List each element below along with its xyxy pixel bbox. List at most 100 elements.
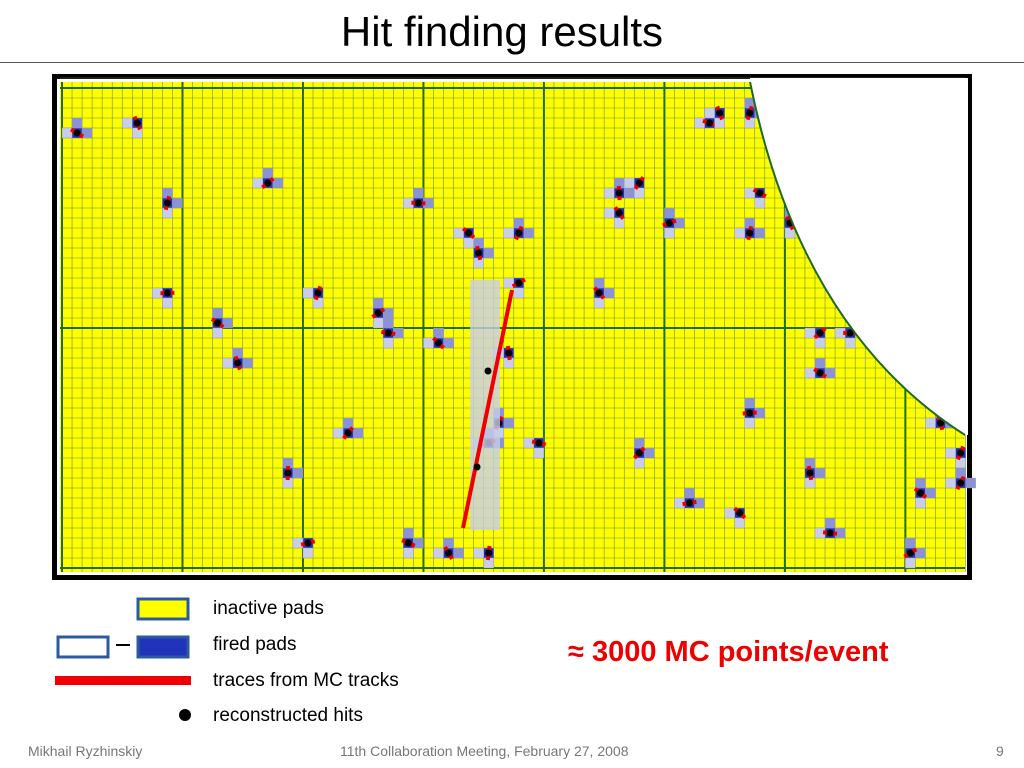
reconstructed-hit [234,359,242,367]
fired-pad [644,447,655,459]
fired-pad [624,177,635,189]
fired-pad [292,467,304,479]
fired-pad [754,197,766,209]
fired-pad [453,547,464,559]
fired-pad [403,547,414,559]
fired-pad [232,347,243,359]
legend-label: fired pads [213,634,297,655]
slide-title: Hit finding results [340,8,664,55]
fired-pad [754,227,766,239]
fired-pad [212,307,223,319]
reconstructed-hit [756,189,764,197]
fired-track-pads [470,280,500,530]
legend-hit [179,709,191,721]
fired-pad [804,367,816,379]
fired-pad [463,237,474,249]
fired-pad [603,187,615,199]
fired-pad [965,477,976,489]
reconstructed-hit [404,539,412,547]
fired-pad [423,337,434,349]
reconstructed-hit [445,549,453,557]
reconstructed-hit [475,249,483,257]
fired-pad [433,547,444,559]
fired-pad [925,417,936,429]
fired-pad [272,177,284,189]
reconstructed-hit [806,469,814,477]
fired-pad [523,227,535,239]
reconstructed-hit [746,229,754,237]
fired-pad [603,287,615,299]
reconstructed-hit [846,329,854,337]
fired-pad [373,297,384,309]
fired-pad [804,327,816,339]
fired-pad [413,537,424,549]
fired-pad [634,187,645,199]
reconstructed-hit [304,539,312,547]
fired-pad [664,227,675,239]
fired-pad [302,287,314,299]
fired-pad [132,127,143,139]
reconstructed-hit [535,439,543,447]
fired-pad [784,227,796,239]
reconstructed-hit [214,319,222,327]
footer-page: 9 [996,743,1004,759]
reconstructed-hit [635,449,643,457]
reconstructed-hit [635,179,643,187]
fired-pad [603,207,615,219]
reconstructed-hit [736,509,744,517]
legend-label: inactive pads [213,598,324,619]
fired-pad [744,417,755,429]
fired-pad [824,367,836,379]
fired-pad [352,427,364,439]
fired-pad [533,447,545,459]
fired-pad [744,187,755,199]
reconstructed-hit [686,499,693,507]
footer-event: 11th Collaboration Meeting, February 27,… [340,743,629,759]
fired-pad [955,467,966,479]
fired-pad [905,557,916,569]
fired-pad [593,297,605,309]
fired-pad [383,307,394,319]
outer-region [750,78,968,435]
fired-pad [433,327,444,339]
reconstructed-hit [746,409,754,417]
fired-pad [503,417,515,429]
reconstructed-hit [465,229,473,237]
fired-pad [413,187,424,199]
legend-trace [55,676,191,685]
legend-label: traces from MC tracks [213,670,399,691]
fired-pad [503,277,515,289]
fired-pad [955,457,966,469]
fired-pad [222,357,233,369]
boundary [749,81,966,436]
fired-pad [222,317,233,329]
fired-pad [814,467,826,479]
footer-author: Mikhail Ryzhinskiy [28,743,143,759]
fired-pad [674,217,685,229]
fired-pad [734,227,745,239]
fired-pad [945,477,956,489]
mc-trace [461,289,514,529]
reconstructed-hit [816,329,824,337]
fired-pad [212,327,223,339]
fired-pad [453,227,464,239]
reconstructed-hit [937,419,944,427]
fired-pad [302,547,314,559]
reconstructed-hit [384,329,392,337]
reconstructed-hit [264,179,272,187]
note: ≈ 3000 MC points/event [568,636,889,668]
fired-pad [513,287,525,299]
fired-pad [814,337,826,349]
reconstructed-hit [716,109,724,117]
legend-fired-pad-low [56,635,110,659]
fired-pad [332,427,344,439]
reconstructed-hit [414,199,422,207]
reconstructed-hit [826,529,834,537]
fired-pad [71,117,83,129]
reconstructed-hit [515,279,523,287]
legend-inactive-pad [136,597,190,621]
reconstructed-hit [133,119,141,127]
reconstructed-hit [615,189,623,197]
fired-pad [172,197,183,209]
fired-pad [373,317,384,329]
